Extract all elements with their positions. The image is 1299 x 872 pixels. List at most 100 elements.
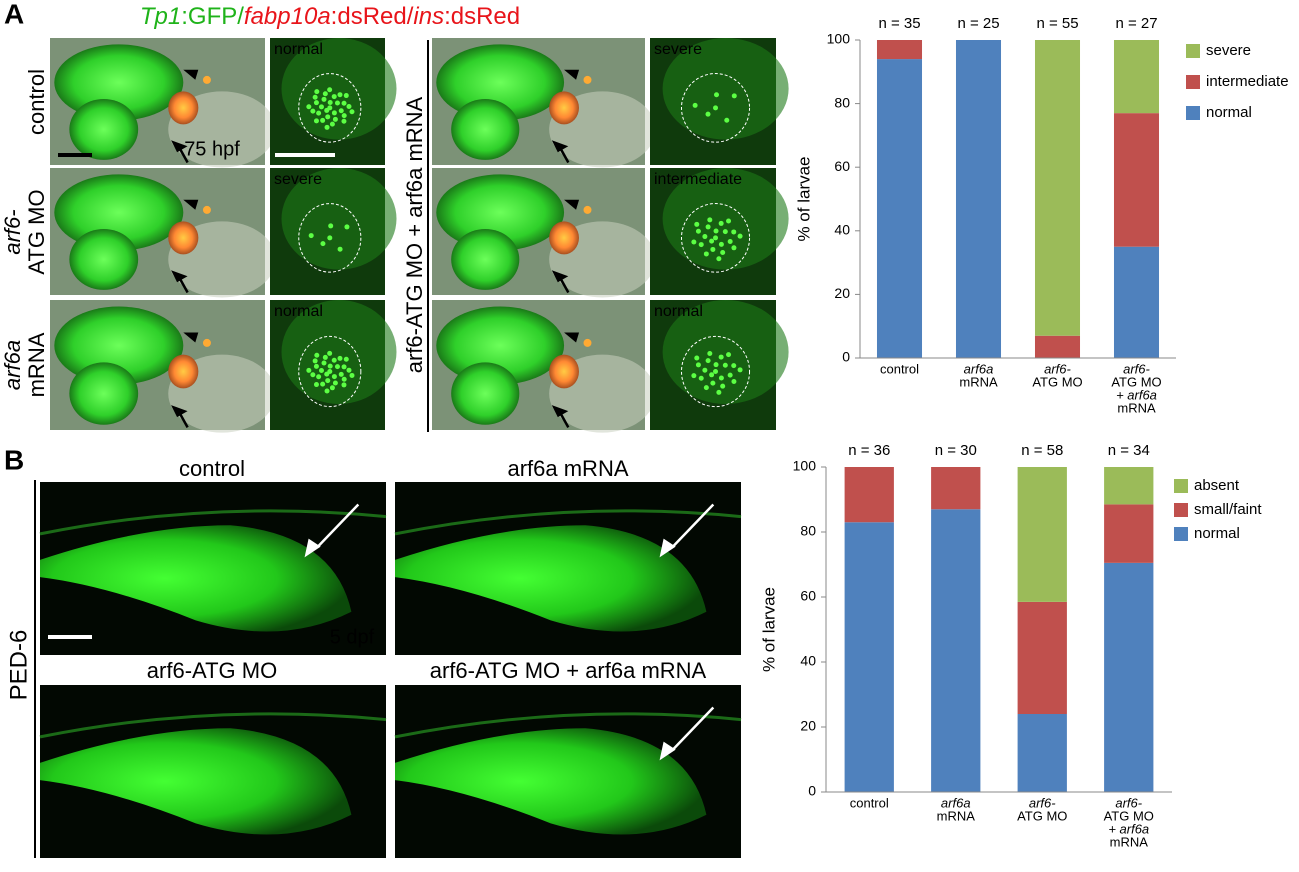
cell [727,372,733,378]
panel-label: B [4,444,24,475]
gut [395,728,707,835]
cell [691,373,697,379]
n-label: n = 55 [1036,15,1078,32]
bar-segment [1104,562,1154,792]
title-part: :dsRed [444,3,520,30]
cell [341,382,347,388]
cell [710,246,716,252]
head [436,44,565,121]
liver [168,221,199,255]
row-label: mRNA [24,332,49,397]
bar-segment [1113,113,1160,247]
cell [727,239,733,245]
cell [349,372,355,378]
cell [320,241,326,247]
cell [338,108,344,114]
cell [332,380,338,386]
cell [322,354,328,360]
cell [737,233,743,239]
cell [718,375,724,381]
cell [321,96,327,102]
cell [338,371,344,377]
n-label: n = 35 [878,15,920,32]
y-tick-label: 20 [800,718,816,734]
cell [344,224,350,230]
cell [313,363,319,369]
head [54,44,184,121]
cell [312,94,318,100]
cell [313,100,319,106]
arrowhead [183,332,199,343]
legend-label: intermediate [1206,73,1289,90]
x-tick-label: ATG MO [1111,374,1161,389]
cell [707,217,713,223]
cell [705,358,711,364]
text-layer: A Tp1:GFP/fabp10a:dsRed/ins:dsRed control a… [0,0,1289,849]
cell [331,110,337,116]
eye [451,362,520,425]
x-tick-label: arf6- [1044,361,1071,376]
bar-segment [1104,504,1154,563]
cell [327,235,333,241]
cell [722,229,728,235]
cell [324,107,330,113]
pancreas-outline [681,73,751,143]
body [394,509,742,536]
image-layer [34,38,789,858]
n-label: n = 36 [848,442,890,459]
n-label: n = 27 [1115,15,1157,32]
pancreas-outline [681,335,751,408]
y-tick-label: 60 [834,158,850,174]
legend-swatch [1174,503,1188,517]
legend-swatch [1186,75,1200,89]
cell [703,385,709,391]
row-label: arf6- [0,209,25,254]
cell [312,358,318,364]
cell [692,102,698,108]
cell [331,374,337,380]
cell [314,89,320,95]
cell [343,93,349,99]
legend-label: normal [1206,104,1252,121]
cell [329,385,335,391]
liver [549,221,579,255]
arrowhead [564,69,580,80]
bar-segment [1104,467,1154,505]
tissue [281,300,397,404]
n-label: n = 25 [957,15,999,32]
bar-segment [931,467,981,510]
cell [331,357,337,363]
eye [69,228,139,290]
arrow [304,503,360,558]
x-tick-label: ATG MO [1017,808,1067,823]
islet [583,205,592,214]
legend-label: small/faint [1194,501,1262,518]
legend-swatch [1174,479,1188,493]
cell [324,124,330,130]
cell [327,363,333,369]
cell [695,362,701,368]
cell [731,245,737,251]
bar-segment [1017,467,1067,602]
body [394,712,742,739]
column-label: arf6-ATG MO + arf6a mRNA [402,96,427,373]
x-tick-label: + arf6a [1108,821,1149,836]
cell [331,94,337,100]
title-part: ins [413,3,444,30]
bar-segment [876,59,923,358]
cell [731,378,737,384]
arrow [659,706,715,761]
row-label: control [24,69,49,135]
cell [705,224,711,230]
islet [583,75,592,84]
cell [702,367,708,373]
bar-segment [1113,40,1160,114]
image-title: control [179,456,245,481]
y-tick-label: 40 [834,222,850,238]
cell [737,367,743,373]
cell [722,362,728,368]
cell [713,369,719,374]
bar-segment [876,40,923,60]
cell [726,352,732,358]
head [54,174,184,251]
